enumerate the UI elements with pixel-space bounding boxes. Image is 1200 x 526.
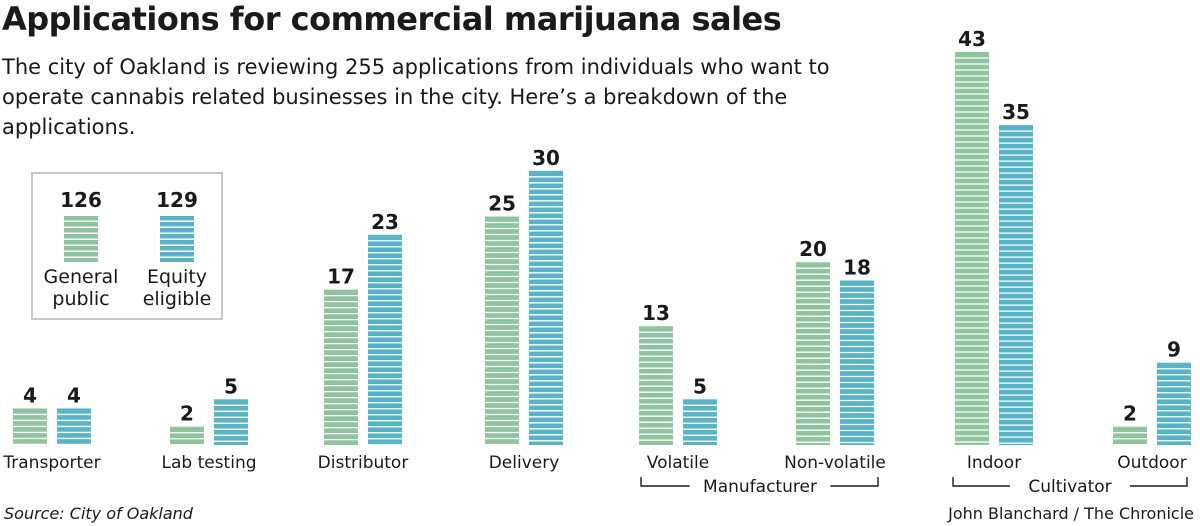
group-label-cultivator: Cultivator xyxy=(1028,477,1111,497)
bar-lab-testing-general-public xyxy=(170,426,204,445)
chart-subtitle: The city of Oakland is reviewing 255 app… xyxy=(2,55,830,139)
value-label-lab-testing-equity-eligible: 5 xyxy=(224,374,238,398)
value-label-indoor-equity-eligible: 35 xyxy=(1002,100,1030,124)
category-label-outdoor: Outdoor xyxy=(1117,453,1186,473)
value-label-volatile-equity-eligible: 5 xyxy=(693,374,707,398)
legend-general-label-line2: public xyxy=(52,288,110,310)
group-bracket-manufacturer xyxy=(640,477,879,487)
legend: 126 General public 129 Equity eligible xyxy=(31,172,223,320)
value-label-outdoor-general-public: 2 xyxy=(1123,402,1137,426)
category-label-volatile: Volatile xyxy=(647,453,709,473)
legend-equity-label-line2: eligible xyxy=(142,288,212,310)
bar-non-volatile-equity-eligible xyxy=(840,280,874,445)
category-label-indoor: Indoor xyxy=(967,453,1021,473)
bar-lab-testing-equity-eligible xyxy=(214,399,248,445)
bar-volatile-equity-eligible xyxy=(683,399,717,445)
category-label-non-volatile: Non-volatile xyxy=(784,453,886,473)
value-label-lab-testing-general-public: 2 xyxy=(180,402,194,426)
bar-distributor-equity-eligible xyxy=(368,234,402,445)
value-label-outdoor-equity-eligible: 9 xyxy=(1167,338,1181,362)
chart-title: Applications for commercial marijuana sa… xyxy=(2,0,782,38)
value-label-volatile-general-public: 13 xyxy=(642,301,670,325)
legend-equity-label: Equity eligible xyxy=(129,266,225,310)
group-label-manufacturer: Manufacturer xyxy=(703,477,817,497)
bar-delivery-equity-eligible xyxy=(529,170,563,446)
legend-general-label: General public xyxy=(33,266,129,310)
group-bracket-cultivator xyxy=(952,477,1188,487)
value-label-delivery-general-public: 25 xyxy=(488,192,516,216)
credit-note: John Blanchard / The Chronicle xyxy=(948,504,1194,523)
legend-general: 126 General public xyxy=(33,174,129,310)
category-label-transporter: Transporter xyxy=(2,453,100,473)
legend-general-label-line1: General xyxy=(43,266,119,288)
bar-indoor-equity-eligible xyxy=(999,125,1033,445)
value-label-non-volatile-equity-eligible: 18 xyxy=(843,255,871,279)
legend-equity: 129 Equity eligible xyxy=(129,174,225,310)
legend-equity-value: 129 xyxy=(156,188,198,212)
legend-equity-swatch xyxy=(160,216,194,262)
value-label-distributor-general-public: 17 xyxy=(327,265,355,289)
value-label-non-volatile-general-public: 20 xyxy=(799,237,827,261)
category-label-lab-testing: Lab testing xyxy=(161,453,256,473)
bar-outdoor-equity-eligible xyxy=(1157,362,1191,445)
legend-general-value: 126 xyxy=(60,188,102,212)
category-label-delivery: Delivery xyxy=(489,453,560,473)
category-label-distributor: Distributor xyxy=(318,453,409,473)
value-label-distributor-equity-eligible: 23 xyxy=(371,210,399,234)
value-label-transporter-general-public: 4 xyxy=(23,383,37,407)
bar-outdoor-general-public xyxy=(1113,426,1147,445)
source-note: Source: City of Oakland xyxy=(4,504,193,523)
bar-indoor-general-public xyxy=(955,51,989,445)
legend-equity-label-line1: Equity xyxy=(146,266,208,288)
value-label-transporter-equity-eligible: 4 xyxy=(67,383,81,407)
value-label-delivery-equity-eligible: 30 xyxy=(532,146,560,170)
legend-general-swatch xyxy=(64,216,98,262)
value-label-indoor-general-public: 43 xyxy=(958,27,986,51)
